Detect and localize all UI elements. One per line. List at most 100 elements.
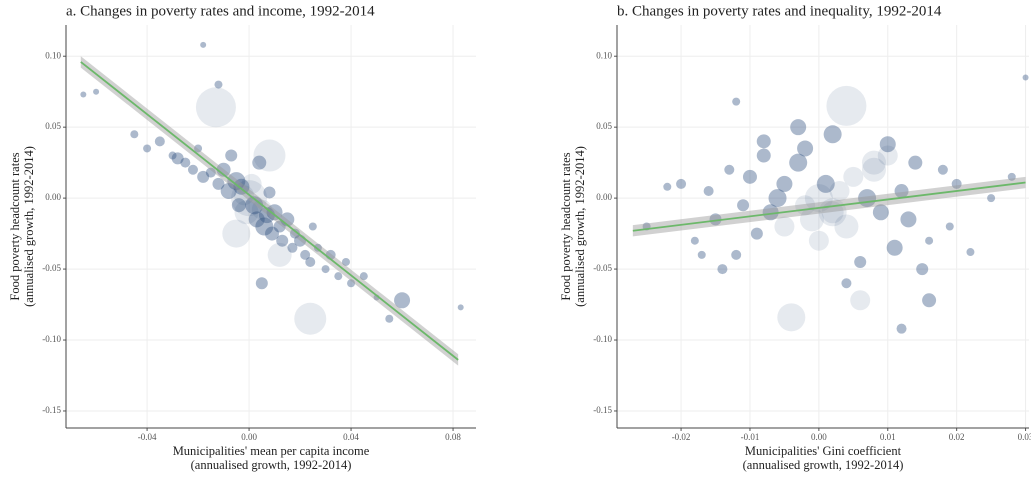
- x-tick-label: 0.02: [949, 432, 965, 442]
- point: [872, 204, 889, 221]
- y-tick-label: -0.10: [42, 334, 61, 344]
- point: [799, 207, 824, 232]
- point: [1022, 74, 1029, 81]
- point: [922, 293, 937, 308]
- point: [308, 222, 317, 231]
- point: [789, 153, 808, 172]
- y-tick-label: -0.05: [593, 263, 612, 273]
- y-tick-label: -0.05: [42, 263, 61, 273]
- point: [171, 152, 184, 165]
- y-tick-label: 0.10: [45, 50, 61, 60]
- point: [843, 166, 864, 187]
- x-axis-label: (annualised growth, 1992-2014): [743, 458, 904, 472]
- point: [80, 91, 87, 98]
- point: [841, 278, 852, 289]
- point: [797, 140, 814, 157]
- point: [251, 199, 272, 220]
- point: [834, 214, 859, 239]
- point: [294, 302, 327, 335]
- point: [252, 155, 267, 170]
- point: [334, 272, 343, 281]
- point: [359, 272, 368, 281]
- x-tick-label: -0.02: [672, 432, 691, 442]
- point: [724, 164, 735, 175]
- y-tick-label: 0.05: [596, 121, 612, 131]
- point: [750, 227, 763, 240]
- point: [937, 164, 948, 175]
- point: [347, 279, 356, 288]
- y-axis-label: Food poverty headcount rates: [8, 152, 22, 300]
- point: [703, 186, 714, 197]
- point: [143, 144, 152, 153]
- point: [154, 136, 165, 147]
- point: [289, 228, 300, 239]
- point: [233, 185, 254, 206]
- y-tick-label: -0.10: [593, 334, 612, 344]
- y-tick-label: 0.10: [596, 50, 612, 60]
- point: [966, 248, 975, 257]
- point: [273, 220, 286, 233]
- point: [861, 150, 886, 175]
- point: [709, 213, 722, 226]
- point: [263, 186, 276, 199]
- x-tick-label: 0.03: [1018, 432, 1031, 442]
- x-axis-label: Municipalities' Gini coefficient: [745, 444, 902, 458]
- x-tick-label: 0.00: [241, 432, 257, 442]
- point: [737, 199, 750, 212]
- point: [804, 184, 833, 213]
- x-tick-label: 0.01: [880, 432, 896, 442]
- point: [305, 256, 316, 267]
- point: [732, 97, 741, 106]
- point: [93, 88, 100, 95]
- point: [676, 178, 687, 189]
- point: [742, 169, 757, 184]
- point: [861, 157, 886, 182]
- point: [756, 148, 771, 163]
- y-axis-label: Food poverty headcount rates: [559, 152, 573, 300]
- point: [731, 249, 742, 260]
- point: [768, 189, 787, 208]
- x-tick-label: -0.01: [741, 432, 760, 442]
- point: [385, 314, 394, 323]
- point: [690, 236, 699, 245]
- point: [321, 265, 330, 274]
- point: [227, 172, 246, 191]
- point: [877, 145, 898, 166]
- point: [987, 194, 996, 203]
- point: [908, 155, 923, 170]
- point: [234, 200, 259, 225]
- point: [790, 119, 807, 136]
- y-tick-label: 0.00: [596, 192, 612, 202]
- point: [216, 162, 231, 177]
- point: [220, 183, 237, 200]
- point: [900, 211, 917, 228]
- point: [300, 249, 311, 260]
- point: [231, 198, 246, 213]
- point: [225, 149, 238, 162]
- x-tick-label: 0.08: [445, 432, 461, 442]
- point: [194, 144, 203, 153]
- y-tick-label: 0.05: [45, 121, 61, 131]
- point: [916, 263, 929, 276]
- point: [205, 167, 216, 178]
- panel-title: a. Changes in poverty rates and income, …: [66, 3, 375, 19]
- point: [130, 130, 139, 139]
- point: [255, 277, 268, 290]
- point: [850, 290, 871, 311]
- point: [762, 204, 779, 221]
- point: [774, 216, 795, 237]
- point: [266, 204, 283, 221]
- panel-title: b. Changes in poverty rates and inequali…: [617, 3, 942, 19]
- point: [1007, 172, 1016, 181]
- x-axis-label: (annualised growth, 1992-2014): [191, 458, 352, 472]
- fit-line: [632, 181, 1026, 232]
- point: [222, 219, 251, 248]
- point: [200, 41, 207, 48]
- point: [879, 136, 896, 153]
- point: [808, 230, 829, 251]
- point: [925, 236, 934, 245]
- point: [697, 250, 706, 259]
- point: [197, 170, 210, 183]
- point: [214, 80, 223, 89]
- point: [168, 151, 177, 160]
